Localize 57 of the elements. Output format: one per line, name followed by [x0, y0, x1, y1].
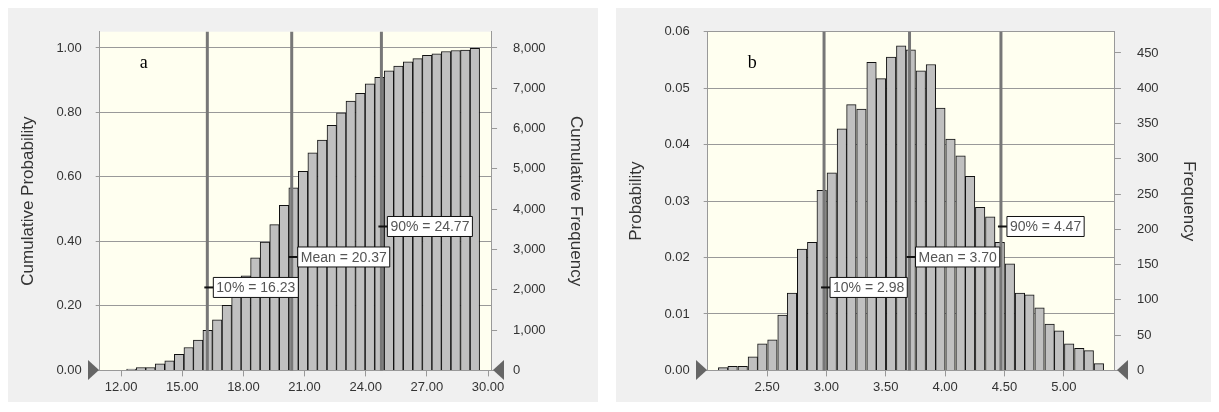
ref-line-label: Mean = 20.37 [300, 248, 387, 265]
y-tick-label: 0.06 [664, 23, 690, 39]
y-tick-label: 0.40 [56, 232, 82, 248]
x-tick-label: 24.00 [349, 378, 382, 394]
ref-line-label: 10% = 2.98 [833, 279, 905, 296]
y2-tick-label: 250 [1136, 185, 1159, 201]
y-tick-label: 0.20 [56, 297, 82, 313]
ref-line-label: 90% = 24.77 [390, 218, 470, 235]
y2-tick-label: 7,000 [513, 79, 546, 95]
y2-axis-title: Cumulative Frequency [567, 116, 587, 287]
y2-tick-label: 50 [1136, 326, 1152, 342]
x-tick-label: 12.00 [104, 378, 138, 394]
x-tick-label: 3.50 [873, 378, 899, 394]
x-tick-label: 30.00 [471, 378, 505, 394]
y2-tick-label: 2,000 [513, 281, 546, 297]
x-tick-label: 27.00 [410, 378, 444, 394]
y2-tick-label: 300 [1136, 150, 1159, 166]
ref-line-label: 10% = 16.23 [216, 279, 296, 296]
y-tick-label: 0.03 [664, 192, 690, 208]
x-tick-label: 2.50 [754, 378, 780, 394]
y2-tick-label: 450 [1136, 44, 1159, 60]
x-tick-label: 4.00 [932, 378, 958, 394]
y2-tick-label: 350 [1136, 115, 1159, 131]
y2-tick-label: 0 [1136, 361, 1145, 377]
x-tick-label: 18.00 [227, 378, 260, 394]
y-tick-label: 0.05 [664, 79, 690, 95]
y2-tick-label: 3,000 [513, 241, 546, 257]
y2-tick-label: 200 [1136, 220, 1159, 236]
y-tick-label: 0.01 [664, 305, 690, 321]
y2-tick-label: 8,000 [513, 39, 546, 55]
y-tick-label: 0.80 [56, 104, 82, 119]
x-tick-label: 15.00 [165, 378, 199, 394]
x-tick-label: 4.50 [991, 378, 1018, 394]
y2-axis-title: Frequency [1180, 160, 1200, 242]
annotation: b [747, 51, 757, 72]
y-tick-label: 1.00 [56, 39, 82, 55]
y-tick-label: 0.04 [664, 136, 690, 152]
y-tick-label: 0.60 [56, 168, 82, 184]
y2-tick-label: 5,000 [513, 160, 546, 176]
ref-line-label: 90% = 4.47 [1009, 218, 1082, 235]
y-tick-label: 0.00 [56, 361, 82, 377]
y2-tick-label: 100 [1136, 291, 1159, 307]
y2-tick-label: 6,000 [513, 120, 546, 136]
y-axis-title: Probability [625, 160, 645, 241]
y-tick-label: 0.00 [664, 361, 690, 377]
y2-tick-label: 4,000 [513, 200, 546, 216]
y2-tick-label: 0 [513, 361, 521, 377]
x-tick-label: 3.00 [813, 378, 840, 394]
y-tick-label: 0.02 [664, 249, 690, 265]
y-axis-title: Cumulative Probability [17, 116, 37, 286]
ref-line-label: Mean = 3.70 [918, 248, 997, 265]
y2-tick-label: 1,000 [513, 321, 546, 337]
y2-tick-label: 150 [1136, 256, 1159, 272]
annotation: a [139, 51, 148, 72]
x-tick-label: 21.00 [288, 378, 321, 394]
x-tick-label: 5.00 [1051, 378, 1077, 394]
y2-tick-label: 400 [1136, 79, 1159, 95]
